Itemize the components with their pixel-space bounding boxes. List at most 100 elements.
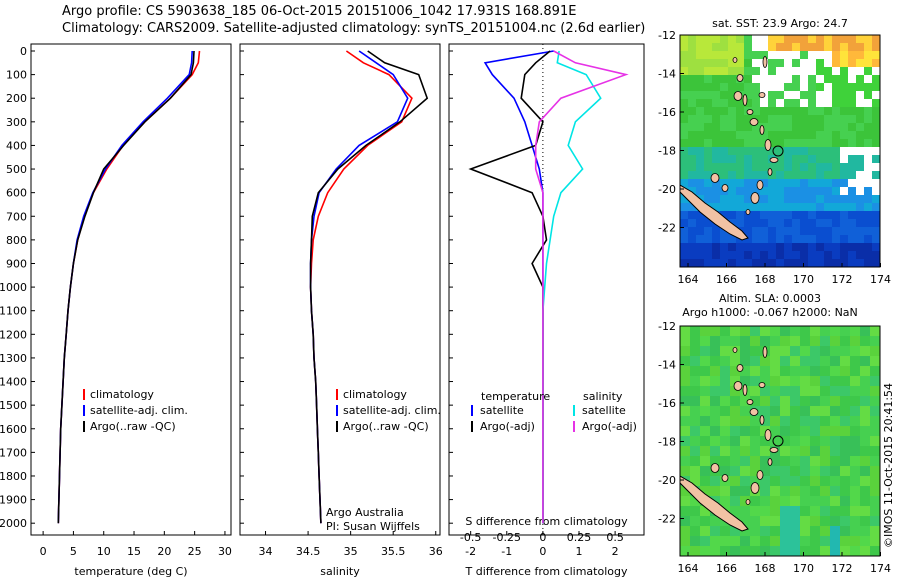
island bbox=[745, 209, 751, 215]
sst-cell bbox=[824, 243, 833, 252]
sla-cell bbox=[780, 376, 791, 387]
sst-cell bbox=[800, 91, 809, 100]
sla-cell bbox=[860, 366, 871, 377]
sla-cell bbox=[790, 466, 801, 477]
sla-cell bbox=[800, 356, 811, 367]
sst-cell bbox=[744, 187, 753, 196]
sla-cell bbox=[820, 386, 831, 397]
sla-cell bbox=[850, 326, 861, 337]
sla-cell bbox=[710, 406, 721, 417]
sla-cell bbox=[850, 536, 861, 547]
sst-cell bbox=[704, 59, 713, 68]
sst-cell bbox=[784, 211, 793, 220]
sla-cell bbox=[800, 436, 811, 447]
sst-cell bbox=[744, 91, 753, 100]
sla-cell bbox=[750, 336, 761, 347]
sst-cell bbox=[696, 75, 705, 84]
sst-cell bbox=[744, 35, 753, 44]
sst-cell bbox=[688, 83, 697, 92]
sst-cell bbox=[744, 251, 753, 260]
sst-cell bbox=[832, 131, 841, 140]
sst-cell bbox=[776, 171, 785, 180]
y-tick-label: 1100 bbox=[0, 305, 27, 318]
sst-cell bbox=[872, 187, 880, 196]
sst-cell bbox=[680, 99, 689, 108]
sst-cell bbox=[784, 131, 793, 140]
sst-cell bbox=[728, 179, 737, 188]
sla-cell bbox=[810, 406, 821, 417]
sst-cell bbox=[744, 155, 753, 164]
sst-cell bbox=[776, 243, 785, 252]
sla-cell bbox=[780, 536, 791, 547]
sst-cell bbox=[784, 179, 793, 188]
sla-cell bbox=[850, 346, 861, 357]
sla-cell bbox=[870, 476, 880, 487]
island bbox=[767, 458, 773, 466]
sst-cell bbox=[752, 227, 761, 236]
sla-cell bbox=[700, 396, 711, 407]
sst-cell bbox=[824, 227, 833, 236]
sla-cell bbox=[750, 456, 761, 467]
sla-cell bbox=[860, 416, 871, 427]
sla-cell bbox=[740, 526, 751, 537]
x-tick-label: 15 bbox=[127, 545, 141, 558]
sla-cell bbox=[720, 346, 731, 357]
sst-cell bbox=[712, 139, 721, 148]
sst-cell bbox=[840, 51, 849, 60]
sla-cell bbox=[770, 546, 781, 556]
sla-map: Altim. SLA: 0.0003 Argo h1000: -0.067 h2… bbox=[658, 292, 891, 575]
sst-cell bbox=[784, 83, 793, 92]
sst-cell bbox=[704, 187, 713, 196]
sla-cell bbox=[710, 426, 721, 437]
sla-cell bbox=[820, 396, 831, 407]
sst-cell bbox=[736, 219, 745, 228]
x-tick-label: 36 bbox=[429, 545, 443, 558]
sst-cell bbox=[824, 171, 833, 180]
map-y-tick-label: -14 bbox=[658, 359, 676, 372]
sst-cell bbox=[776, 203, 785, 212]
sla-cell bbox=[770, 346, 781, 357]
sla-cell bbox=[690, 366, 701, 377]
sst-cell bbox=[760, 35, 769, 44]
sla-cell bbox=[860, 436, 871, 447]
sla-cell bbox=[770, 466, 781, 477]
sst-cell bbox=[864, 131, 873, 140]
sst-cell bbox=[768, 235, 777, 244]
sst-cell bbox=[744, 219, 753, 228]
profile-panel-2: 34 34.5 35 35.5 36 salinity climatology satelli… bbox=[239, 43, 443, 578]
sst-cell bbox=[736, 211, 745, 220]
sst-cell bbox=[784, 227, 793, 236]
sla-cell bbox=[820, 356, 831, 367]
sla-cell bbox=[710, 386, 721, 397]
sst-cell bbox=[768, 195, 777, 204]
sla-cell bbox=[810, 396, 821, 407]
sst-cell bbox=[872, 163, 880, 172]
sst-cell bbox=[792, 59, 801, 68]
sst-cell bbox=[776, 147, 785, 156]
sla-cell bbox=[680, 416, 691, 427]
sla-cell bbox=[740, 346, 751, 357]
sst-cell bbox=[840, 75, 849, 84]
sst-cell bbox=[864, 211, 873, 220]
sst-cell bbox=[688, 147, 697, 156]
sst-cell bbox=[768, 51, 777, 60]
sst-cell bbox=[728, 251, 737, 260]
sst-cell bbox=[872, 91, 880, 100]
sst-cell bbox=[824, 131, 833, 140]
sst-cell bbox=[848, 59, 857, 68]
sst-cell bbox=[848, 99, 857, 108]
sst-cell bbox=[848, 35, 857, 44]
sst-cell bbox=[824, 83, 833, 92]
sst-cell bbox=[792, 115, 801, 124]
sst-cell bbox=[848, 243, 857, 252]
sla-cell bbox=[750, 346, 761, 357]
sst-cell bbox=[704, 139, 713, 148]
series-line-satellite-adj-clim- bbox=[57, 50, 193, 524]
sla-cell bbox=[700, 476, 711, 487]
sla-cell bbox=[870, 416, 880, 427]
sst-cell bbox=[840, 219, 849, 228]
sst-cell bbox=[696, 235, 705, 244]
map-y-tick-label: -12 bbox=[658, 29, 676, 42]
sla-cell bbox=[740, 496, 751, 507]
sla-cell bbox=[820, 516, 831, 527]
